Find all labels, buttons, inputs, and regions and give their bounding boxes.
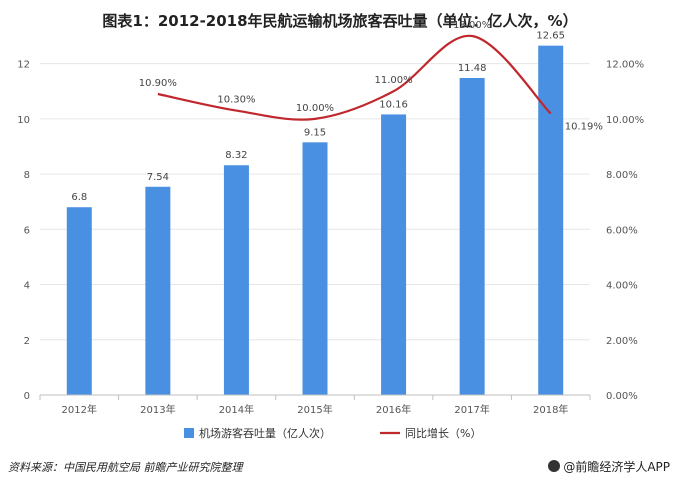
growth-line-series — [157, 34, 552, 121]
bar-value-label: 6.8 — [71, 192, 87, 203]
bar — [223, 165, 249, 395]
line-value-label: 13.00% — [453, 20, 491, 31]
line-value-label: 10.90% — [139, 78, 177, 89]
line-data-labels: 10.90% 10.30% 10.00% 11.00% 13.00% 10.19% — [139, 20, 603, 133]
bar — [145, 186, 171, 395]
y-right-tick-label: 4.00% — [606, 281, 638, 292]
x-tick-label: 2013年 — [140, 403, 175, 416]
legend: 机场游客吞吐量（亿人次） 同比增长（%） — [184, 426, 481, 440]
y-right-tick-label: 8.00% — [606, 170, 638, 181]
x-tick-label: 2017年 — [454, 403, 489, 416]
x-tick-label: 2014年 — [219, 403, 254, 416]
bar-series — [66, 45, 564, 396]
bar-value-label: 7.54 — [147, 172, 169, 183]
bar-value-label: 10.16 — [379, 99, 408, 110]
bar — [459, 77, 485, 395]
line-value-label: 10.00% — [296, 103, 334, 114]
y-right-tick-label: 2.00% — [606, 336, 638, 347]
bar-data-labels: 6.8 7.54 8.32 9.15 10.16 11.48 12.65 — [71, 31, 565, 204]
bar — [66, 207, 92, 395]
legend-line-label: 同比增长（%） — [405, 426, 481, 440]
bar — [538, 45, 564, 396]
source-note: 资料来源：中国民用航空局 前瞻产业研究院整理 — [8, 461, 243, 474]
y-right-tick-label: 10.00% — [606, 115, 644, 126]
x-tick-label: 2016年 — [376, 403, 411, 416]
y-left-tick-label: 8 — [24, 170, 30, 181]
y-right-tick-label: 6.00% — [606, 225, 638, 236]
bar — [302, 142, 328, 395]
axes: 0 2 4 6 8 10 12 0.00% 2.00% 4.00% 6.00% 8.00% 10.00%… — [17, 60, 644, 416]
y-left-tick-label: 4 — [24, 281, 30, 292]
x-tick-label: 2018年 — [533, 403, 568, 416]
bar-value-label: 9.15 — [304, 127, 326, 138]
bar — [381, 114, 407, 396]
line-value-label: 10.19% — [565, 122, 603, 133]
x-tick-label: 2012年 — [62, 403, 97, 416]
brand-logo-icon — [548, 460, 561, 472]
y-left-tick-label: 6 — [24, 225, 30, 236]
brand-text: @前瞻经济学人APP — [563, 460, 670, 474]
y-left-tick-label: 10 — [17, 115, 30, 126]
bar-value-label: 8.32 — [225, 150, 247, 161]
line-value-label: 11.00% — [375, 75, 413, 86]
line-value-label: 10.30% — [217, 95, 255, 106]
y-left-tick-label: 2 — [24, 336, 30, 347]
y-left-tick-label: 0 — [24, 391, 30, 402]
y-right-tick-label: 12.00% — [606, 60, 644, 71]
y-left-tick-label: 12 — [17, 60, 30, 71]
y-right-tick-label: 0.00% — [606, 391, 638, 402]
x-tick-label: 2015年 — [297, 403, 332, 416]
bar-value-label: 11.48 — [458, 63, 487, 74]
chart-title: 图表1：2012-2018年民航运输机场旅客吞吐量（单位：亿人次，%） — [102, 12, 578, 30]
bar-value-label: 12.65 — [536, 31, 565, 42]
growth-line — [157, 34, 552, 121]
legend-bar-label: 机场游客吞吐量（亿人次） — [199, 426, 331, 440]
brand-watermark: @前瞻经济学人APP — [548, 458, 670, 475]
legend-bar-swatch — [184, 428, 194, 438]
